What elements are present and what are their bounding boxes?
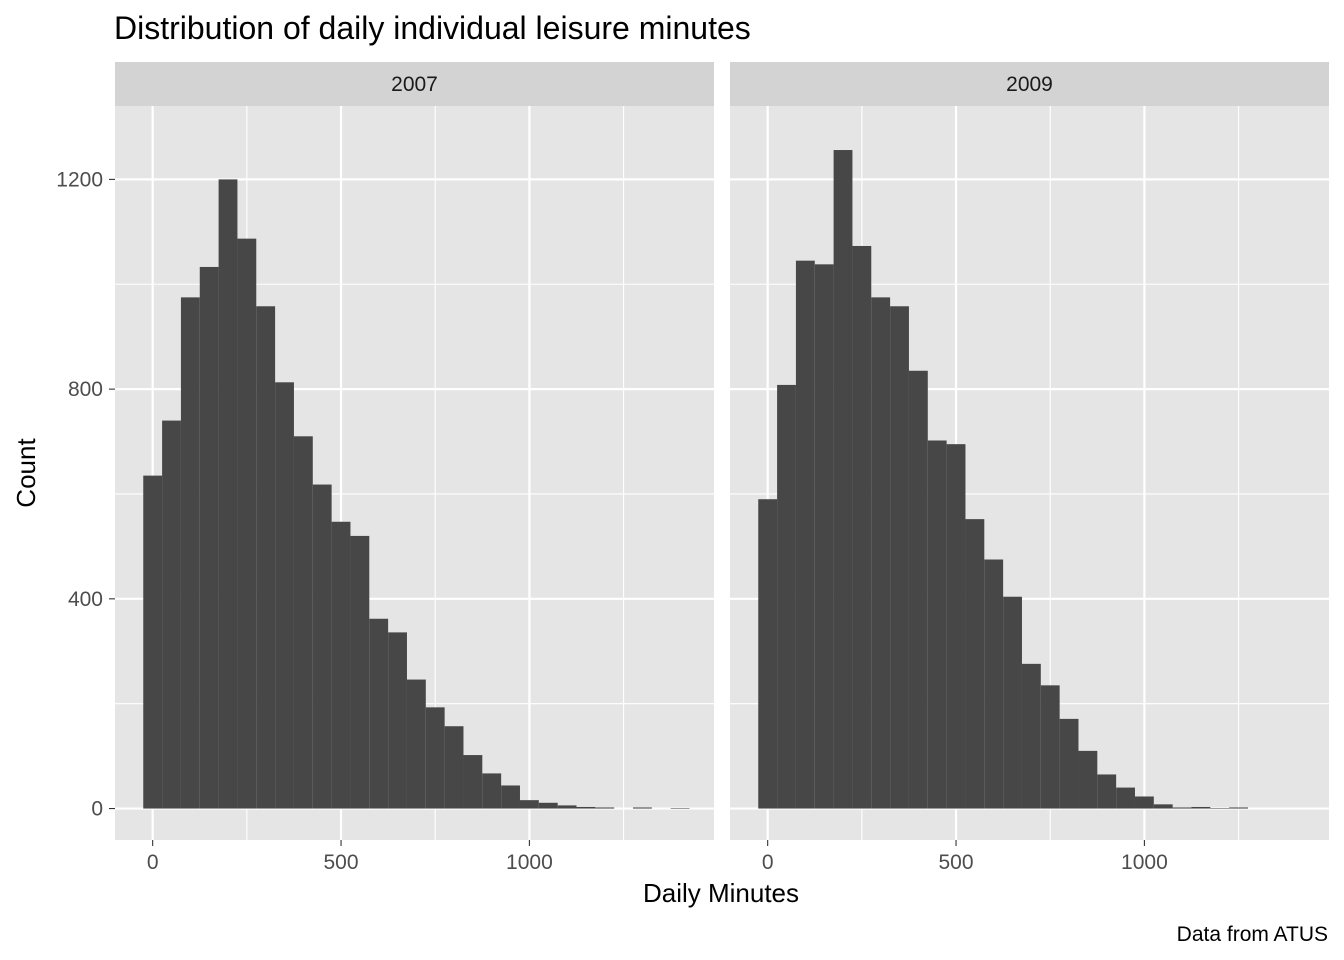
- histogram-bar: [576, 806, 596, 809]
- histogram-bar: [162, 420, 181, 809]
- histogram-bar: [814, 264, 834, 809]
- x-tick-label: 0: [147, 851, 159, 874]
- histogram-bar: [275, 382, 294, 809]
- histogram-bar: [293, 436, 313, 809]
- histogram-bar: [777, 384, 796, 809]
- histogram-bar: [369, 618, 389, 809]
- chart-title: Distribution of daily individual leisure…: [114, 10, 751, 46]
- histogram-bar: [1021, 663, 1041, 809]
- histogram-bar: [557, 805, 577, 809]
- histogram-bar: [1229, 807, 1249, 809]
- x-tick-label: 1000: [1121, 851, 1168, 874]
- histogram-bar: [463, 755, 483, 809]
- facet-panel-2009: 2009: [730, 62, 1329, 840]
- histogram-bar: [795, 260, 815, 809]
- histogram-bar: [927, 440, 947, 809]
- histogram-bar: [331, 521, 351, 809]
- histogram-bar: [833, 150, 853, 809]
- histogram-bar: [1153, 804, 1173, 809]
- facet-panel-2007: 2007: [115, 62, 714, 840]
- histogram-bar: [180, 297, 200, 809]
- histogram-bar: [501, 785, 520, 809]
- histogram-bar: [758, 499, 778, 809]
- facet-strip-label: 2009: [1006, 73, 1053, 96]
- histogram-bar: [984, 559, 1004, 809]
- x-tick-label: 500: [939, 851, 974, 874]
- histogram-bar: [871, 297, 891, 809]
- y-tick-label: 0: [91, 798, 103, 821]
- histogram-bar: [1116, 787, 1135, 809]
- facet-strip-2009: [730, 62, 1329, 106]
- histogram-bar: [312, 484, 332, 809]
- y-tick-label: 400: [68, 588, 103, 611]
- histogram-bar: [595, 807, 615, 809]
- x-tick-label: 500: [324, 851, 359, 874]
- x-tick-label: 0: [762, 851, 774, 874]
- x-axes: 0 500 1000 0 500 1000: [147, 840, 1168, 874]
- histogram-bar: [482, 773, 502, 809]
- histogram-bar: [1191, 806, 1211, 809]
- histogram-bar: [143, 475, 163, 809]
- histogram-bar: [852, 245, 872, 809]
- histogram-bar: [1078, 750, 1098, 809]
- y-tick-label: 1200: [56, 168, 103, 191]
- histogram-bar: [670, 808, 690, 809]
- histogram-bar: [1059, 718, 1079, 809]
- histogram-bar: [350, 535, 370, 809]
- facet-strip-2007: [115, 62, 714, 106]
- histogram-bar: [199, 266, 219, 809]
- facet-panels: 2007 2009: [115, 62, 1329, 840]
- x-tick-label: 1000: [506, 851, 553, 874]
- histogram-bar: [908, 370, 928, 809]
- histogram-bar: [538, 802, 558, 809]
- histogram-bar: [946, 444, 966, 809]
- y-axis: 0 400 800 1200: [56, 168, 115, 821]
- y-tick-label: 800: [68, 378, 103, 401]
- histogram-bar: [388, 632, 407, 809]
- chart-caption: Data from ATUS: [1177, 923, 1328, 946]
- histogram-bar: [237, 238, 257, 809]
- histogram-bar: [1172, 807, 1192, 809]
- histogram-bar: [406, 679, 426, 809]
- histogram-bar: [890, 306, 909, 809]
- histogram-bar: [1003, 596, 1022, 809]
- y-axis-title: Count: [11, 438, 41, 508]
- histogram-bar: [218, 179, 238, 809]
- histogram-bar: [1040, 685, 1060, 809]
- histogram-bar: [444, 726, 464, 809]
- histogram-bar: [1210, 808, 1230, 809]
- histogram-bar: [256, 306, 276, 809]
- histogram-bar: [1097, 774, 1117, 809]
- facet-strip-label: 2007: [391, 73, 438, 96]
- x-axis-title: Daily Minutes: [643, 878, 799, 908]
- histogram-bar: [519, 800, 539, 809]
- histogram-bar: [965, 519, 985, 809]
- histogram-bar: [1134, 796, 1154, 809]
- histogram-bar: [425, 707, 445, 809]
- histogram-bar: [633, 807, 652, 809]
